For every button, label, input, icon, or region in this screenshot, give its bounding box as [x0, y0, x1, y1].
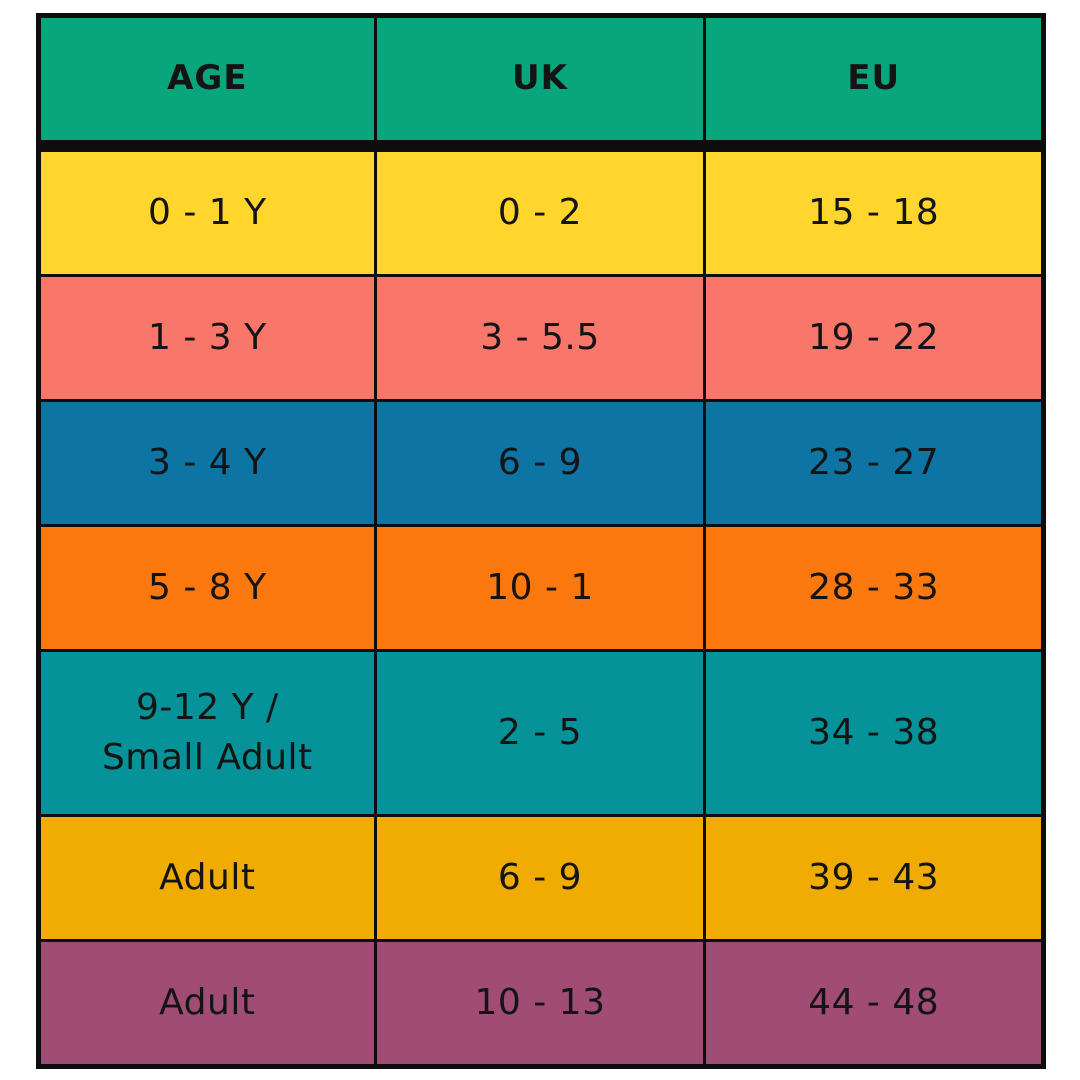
table-row: 9-12 Y / Small Adult 2 - 5 34 - 38: [41, 649, 1041, 814]
eu-cell: 28 - 33: [808, 566, 940, 608]
uk-cell: 3 - 5.5: [377, 277, 707, 399]
uk-cell: 10 - 1: [377, 527, 707, 649]
uk-cell: 6 - 9: [377, 817, 707, 939]
table-row: 5 - 8 Y 10 - 1 28 - 33: [41, 524, 1041, 649]
eu-cell: 44 - 48: [808, 981, 940, 1023]
table-row: Adult 6 - 9 39 - 43: [41, 814, 1041, 939]
age-cell: 3 - 4 Y: [41, 402, 377, 524]
uk-cell: 0 - 2: [377, 152, 707, 274]
table-header-row: AGE UK EU: [41, 18, 1041, 152]
uk-cell: 6 - 9: [377, 402, 707, 524]
column-header-uk: UK: [377, 18, 707, 140]
age-cell: Adult: [41, 942, 377, 1064]
eu-cell: 23 - 27: [808, 441, 940, 483]
age-cell: Adult: [41, 817, 377, 939]
eu-cell: 19 - 22: [808, 316, 940, 358]
column-header-eu: EU: [847, 58, 901, 99]
uk-cell: 2 - 5: [377, 652, 707, 814]
eu-cell: 34 - 38: [808, 711, 940, 753]
age-cell: 0 - 1 Y: [41, 152, 377, 274]
age-cell: 5 - 8 Y: [41, 527, 377, 649]
column-header-age: AGE: [41, 18, 377, 140]
eu-cell: 15 - 18: [808, 191, 940, 233]
table-row: Adult 10 - 13 44 - 48: [41, 939, 1041, 1064]
eu-cell: 39 - 43: [808, 856, 940, 898]
age-cell: 1 - 3 Y: [41, 277, 377, 399]
age-cell: 9-12 Y / Small Adult: [41, 652, 377, 814]
uk-cell: 10 - 13: [377, 942, 707, 1064]
